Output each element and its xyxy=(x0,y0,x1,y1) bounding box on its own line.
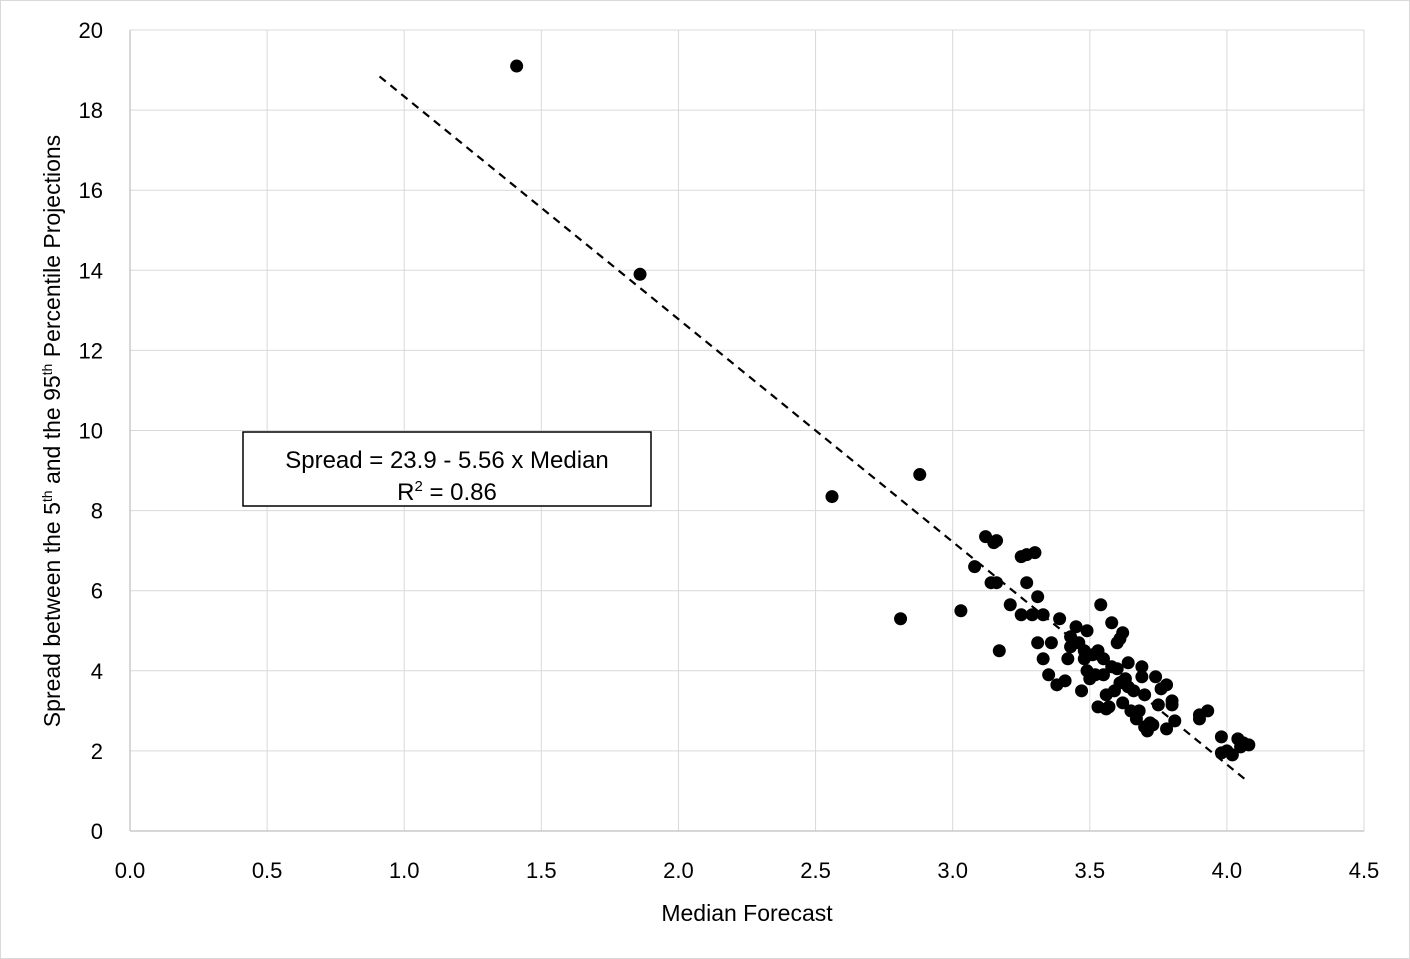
data-point xyxy=(1121,656,1135,670)
data-point xyxy=(1025,608,1039,622)
data-point xyxy=(1096,652,1110,666)
x-tick-labels: 0.0 0.5 1.0 1.5 2.0 2.5 3.0 3.5 4.0 4.5 xyxy=(115,858,1380,883)
data-point xyxy=(1149,670,1163,684)
data-point xyxy=(1116,626,1130,640)
trendline xyxy=(378,75,1250,784)
data-point xyxy=(1102,700,1116,714)
axes xyxy=(129,30,1364,832)
y-axis-title-part: Spread between the 5 xyxy=(39,502,65,727)
data-point xyxy=(1151,698,1165,712)
data-point xyxy=(1135,670,1149,684)
y-tick-label: 12 xyxy=(79,338,103,363)
y-tick-label: 4 xyxy=(91,659,103,684)
data-point xyxy=(1135,660,1149,674)
data-point xyxy=(1132,704,1146,718)
data-point xyxy=(1094,598,1108,612)
data-point xyxy=(1160,722,1174,736)
x-tick-label: 1.0 xyxy=(389,858,420,883)
y-tick-label: 10 xyxy=(79,419,103,444)
x-tick-label: 4.0 xyxy=(1212,858,1243,883)
x-tick-label: 3.5 xyxy=(1074,858,1105,883)
data-point xyxy=(1042,668,1056,682)
data-point xyxy=(1058,674,1072,688)
y-tick-label: 14 xyxy=(79,258,103,283)
data-point xyxy=(1160,678,1174,692)
data-points xyxy=(510,59,1256,762)
trendline-group xyxy=(378,75,1250,784)
x-tick-label: 0.0 xyxy=(115,858,146,883)
data-point xyxy=(1116,696,1130,710)
data-point xyxy=(1242,738,1256,752)
y-tick-label: 6 xyxy=(91,579,103,604)
data-point xyxy=(1003,598,1017,612)
data-point xyxy=(968,560,982,574)
data-point xyxy=(1146,718,1160,732)
data-point xyxy=(1031,590,1045,604)
data-point xyxy=(1225,748,1239,762)
data-point xyxy=(1053,612,1067,626)
data-point xyxy=(1036,608,1050,622)
data-point xyxy=(1069,620,1083,634)
data-point xyxy=(1044,636,1058,650)
y-axis-title-superscript: th xyxy=(39,364,55,376)
x-tick-label: 2.5 xyxy=(800,858,831,883)
r-squared-text: R2 = 0.86 xyxy=(397,478,497,506)
data-point xyxy=(633,267,647,281)
x-tick-label: 2.0 xyxy=(663,858,694,883)
data-point xyxy=(1020,576,1034,590)
y-tick-label: 20 xyxy=(79,18,103,43)
x-tick-label: 0.5 xyxy=(252,858,283,883)
data-point xyxy=(954,604,968,618)
data-point xyxy=(1028,546,1042,560)
y-axis-title-superscript: th xyxy=(39,490,55,502)
data-point xyxy=(1096,668,1110,682)
x-tick-label: 4.5 xyxy=(1349,858,1380,883)
y-tick-labels: 0 2 4 6 8 10 12 14 16 18 20 xyxy=(79,18,103,844)
y-axis-title: Spread between the 5th and the 95th Perc… xyxy=(39,135,65,727)
x-axis-title: Median Forecast xyxy=(661,900,833,926)
data-point xyxy=(894,612,908,626)
data-point xyxy=(1127,684,1141,698)
y-axis-title-part: and the 95 xyxy=(39,375,65,490)
r-squared-superscript: 2 xyxy=(414,478,422,495)
data-point xyxy=(1031,636,1045,650)
y-tick-label: 8 xyxy=(91,499,103,524)
data-point xyxy=(1075,684,1089,698)
data-point xyxy=(990,534,1004,548)
y-tick-label: 0 xyxy=(91,819,103,844)
y-tick-label: 2 xyxy=(91,739,103,764)
data-point xyxy=(1168,714,1182,728)
data-point xyxy=(1014,608,1028,622)
r-squared-prefix: R xyxy=(397,479,414,506)
data-point xyxy=(990,576,1004,590)
x-tick-label: 1.5 xyxy=(526,858,557,883)
data-point xyxy=(1105,616,1119,630)
x-tick-label: 3.0 xyxy=(937,858,968,883)
data-point xyxy=(1036,652,1050,666)
data-point xyxy=(992,644,1006,658)
equation-box: Spread = 23.9 - 5.56 x Median R2 = 0.86 xyxy=(242,431,652,507)
data-point xyxy=(1201,704,1215,718)
y-axis-title-part: Percentile Projections xyxy=(39,135,65,364)
data-point xyxy=(825,490,839,504)
data-point xyxy=(1214,730,1228,744)
gridlines xyxy=(130,29,1365,831)
data-point xyxy=(1165,698,1179,712)
r-squared-value: = 0.86 xyxy=(423,479,497,506)
data-point xyxy=(1138,688,1152,702)
equation-text: Spread = 23.9 - 5.56 x Median xyxy=(285,447,609,474)
y-tick-label: 18 xyxy=(79,98,103,123)
data-point xyxy=(510,59,524,73)
equation-box-border xyxy=(242,431,652,507)
y-tick-label: 16 xyxy=(79,178,103,203)
data-point xyxy=(1061,652,1075,666)
data-point xyxy=(913,468,927,482)
data-point xyxy=(1110,662,1124,676)
data-point xyxy=(1080,624,1094,638)
